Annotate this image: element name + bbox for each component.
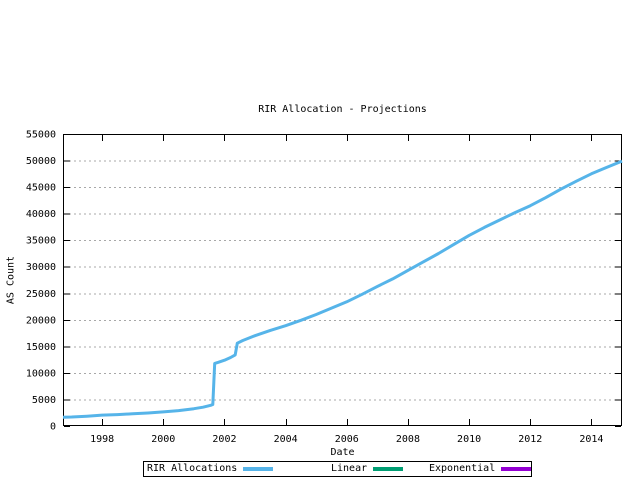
legend-box: RIR Allocations Linear Exponential	[143, 461, 532, 477]
y-tick-label: 50000	[26, 156, 56, 167]
x-tick-label: 2012	[518, 434, 542, 445]
x-tick-label: 1998	[90, 434, 114, 445]
y-tick-label: 0	[50, 422, 56, 433]
y-tick-label: 10000	[26, 368, 56, 379]
x-tick-label: 2010	[457, 434, 481, 445]
y-tick-label: 40000	[26, 209, 56, 220]
y-tick-label: 30000	[26, 262, 56, 273]
x-tick-label: 2006	[335, 434, 359, 445]
x-tick-label: 2000	[151, 434, 175, 445]
y-tick-label: 55000	[26, 130, 56, 141]
x-axis-label: Date	[330, 447, 355, 458]
legend-label-linear: Linear	[331, 463, 368, 474]
legend-swatch-linear	[373, 467, 403, 471]
legend-label-rir-allocations: RIR Allocations	[147, 463, 238, 474]
x-tick-label: 2004	[274, 434, 298, 445]
y-tick-label: 45000	[26, 183, 56, 194]
y-tick-label: 35000	[26, 236, 56, 247]
x-tick-label: 2008	[396, 434, 420, 445]
chart-title: RIR Allocation - Projections	[258, 104, 427, 115]
plot-border	[63, 134, 622, 426]
legend-swatch-rir-allocations	[243, 467, 273, 471]
x-tick-label: 2002	[212, 434, 236, 445]
x-tick-label: 2014	[579, 434, 603, 445]
y-tick-label: 5000	[32, 395, 56, 406]
y-axis-label: AS Count	[5, 255, 17, 305]
y-tick-label: 25000	[26, 289, 56, 300]
y-tick-label: 20000	[26, 315, 56, 326]
legend-label-exponential: Exponential	[429, 463, 496, 474]
series-rir-allocations	[62, 159, 623, 419]
y-tick-label: 15000	[26, 342, 56, 353]
legend-swatch-exponential	[501, 467, 531, 471]
